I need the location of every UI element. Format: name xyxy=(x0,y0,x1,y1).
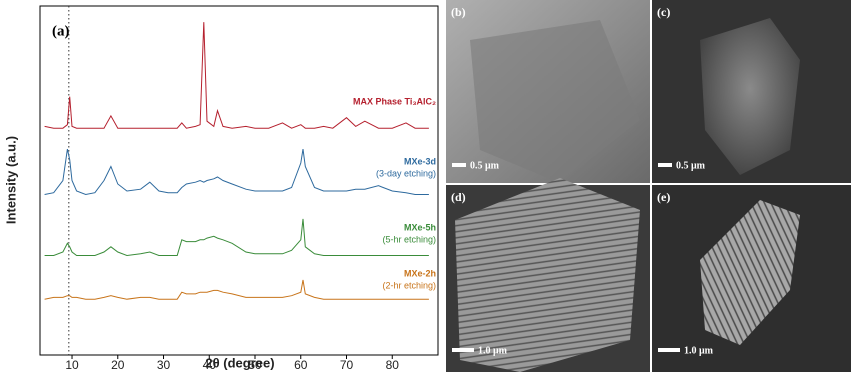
x-tick-label: 70 xyxy=(340,358,354,372)
x-tick-label: 50 xyxy=(248,358,262,372)
scale-bar xyxy=(658,163,672,167)
xrd-line xyxy=(45,22,429,128)
x-tick-label: 60 xyxy=(294,358,308,372)
panel-label: (c) xyxy=(657,5,670,19)
series-note: (2-hr etching) xyxy=(382,280,436,290)
series-note: (5-hr etching) xyxy=(382,234,436,244)
scale-bar-label: 1.0 μm xyxy=(684,345,714,356)
series-label: MXe-5h xyxy=(404,222,436,232)
x-tick-label: 30 xyxy=(157,358,171,372)
series-label: MXe-2h xyxy=(404,268,436,278)
x-tick-label: 10 xyxy=(65,358,79,372)
series-note: (3-day etching) xyxy=(376,168,436,178)
panel-label: (a) xyxy=(52,23,70,39)
scale-bar-label: 0.5 μm xyxy=(676,160,706,171)
x-tick-label: 80 xyxy=(386,358,400,372)
panel-label: (b) xyxy=(451,5,466,19)
xrd-line xyxy=(45,280,429,299)
xrd-line xyxy=(45,149,429,194)
plot-frame xyxy=(40,6,438,355)
x-tick-label: 40 xyxy=(203,358,217,372)
scale-bar xyxy=(658,348,680,352)
panel-label: (e) xyxy=(657,190,670,204)
scale-bar-label: 1.0 μm xyxy=(478,345,508,356)
xrd-line xyxy=(45,219,429,256)
scale-bar xyxy=(452,163,466,167)
figure: Intensity (a.u.) 2θ (degree) (a) 1020304… xyxy=(0,0,851,372)
x-tick-label: 20 xyxy=(111,358,125,372)
panel-label: (d) xyxy=(451,190,466,204)
y-axis-label: Intensity (a.u.) xyxy=(3,136,18,224)
series-label: MXe-3d xyxy=(404,156,436,166)
sem-panels xyxy=(446,0,851,372)
series-label: MAX Phase Ti₃AlC₂ xyxy=(353,96,436,106)
scale-bar-label: 0.5 μm xyxy=(470,160,500,171)
scale-bar xyxy=(452,348,474,352)
